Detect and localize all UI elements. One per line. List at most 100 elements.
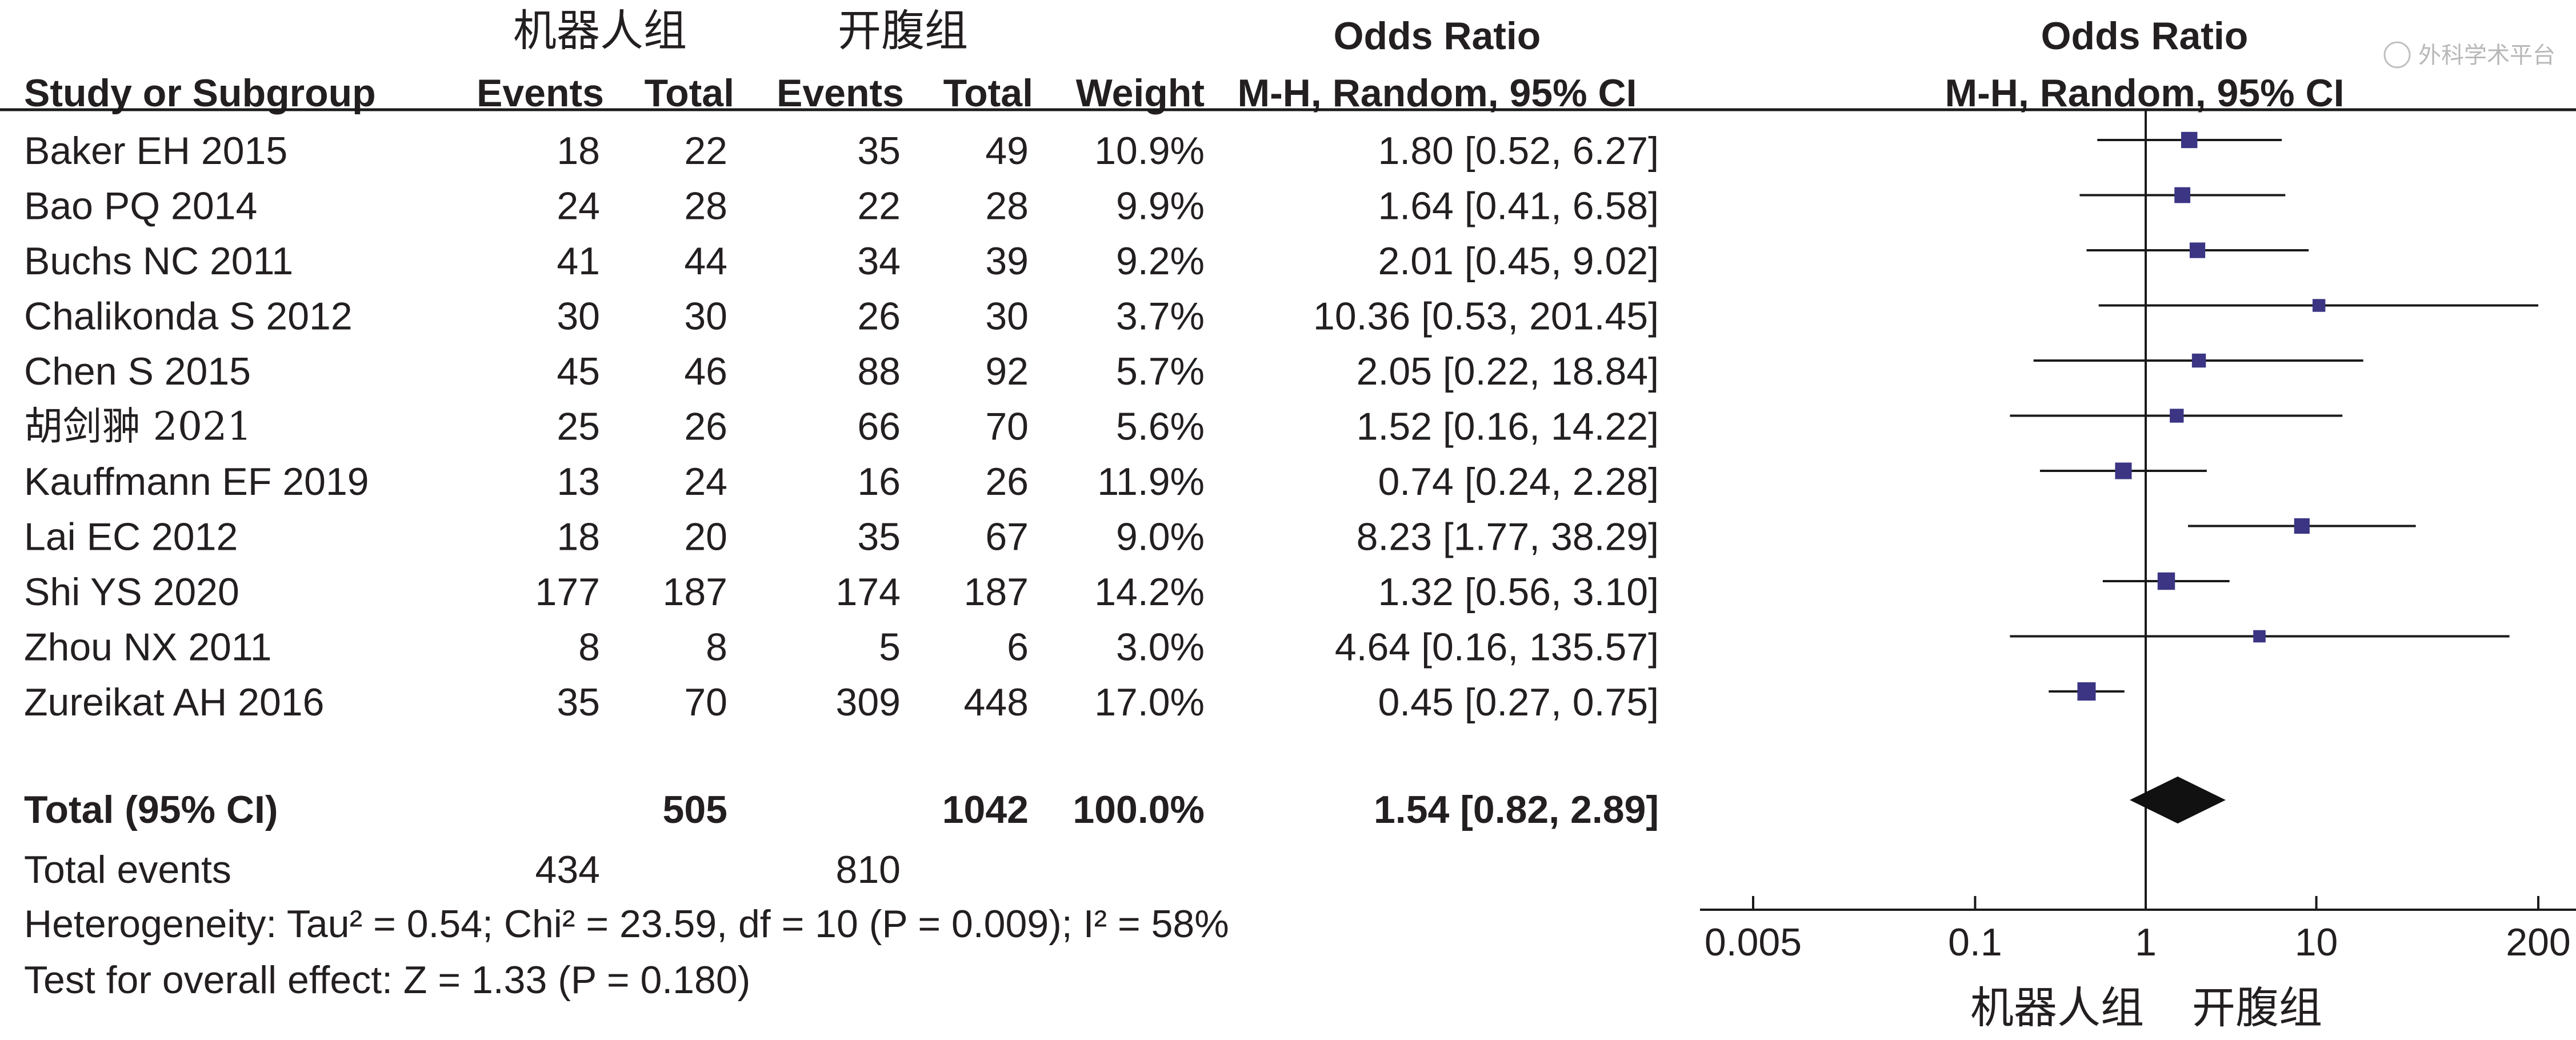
exp-events: 35 (557, 681, 600, 724)
study-point (2191, 353, 2206, 368)
exp-events-header: Events (477, 71, 604, 115)
study-point (2115, 462, 2132, 479)
x-tick-label: 10 (2295, 921, 2338, 964)
study-name: Bao PQ 2014 (24, 185, 257, 228)
ctrl-total-header: Total (943, 71, 1033, 115)
study-name: Baker EH 2015 (24, 129, 287, 173)
ctrl-total: 448 (964, 681, 1029, 724)
study-name: Zhou NX 2011 (24, 626, 271, 669)
ctrl-events: 174 (836, 570, 901, 614)
or-ci: 1.80 [0.52, 6.27] (1378, 129, 1659, 173)
study-column-header: Study or Subgroup (24, 71, 376, 115)
x-tick-label: 0.1 (1948, 921, 2002, 964)
exp-events: 177 (535, 570, 600, 614)
study-name: Chalikonda S 2012 (24, 295, 353, 338)
table-row: Chen S 2015 45 46 88 92 5.7% 2.05 [0.22, 18.84… (24, 350, 1659, 393)
study-name: Kauffmann EF 2019 (24, 460, 369, 503)
exp-total: 30 (684, 295, 727, 338)
favours-right-label: 开腹组 (2192, 982, 2322, 1033)
experimental-group-label: 机器人组 (513, 5, 687, 56)
study-rows: Baker EH 2015 18 22 35 49 10.9% 1.80 [0.52, 6.… (24, 129, 1659, 724)
pooled-diamond (2129, 776, 2226, 824)
control-group-label: 开腹组 (838, 5, 968, 56)
or-ci: 0.74 [0.24, 2.28] (1378, 460, 1659, 503)
study-point (2157, 572, 2175, 590)
ctrl-events-header: Events (777, 71, 904, 115)
ctrl-total: 70 (985, 405, 1029, 449)
study-point (2181, 131, 2198, 149)
ctrl-events: 5 (879, 626, 901, 669)
x-tick-label: 200 (2506, 921, 2570, 964)
exp-total: 20 (684, 515, 727, 559)
exp-events: 18 (557, 515, 600, 559)
exp-events: 41 (557, 239, 600, 283)
ctrl-total: 187 (964, 570, 1029, 614)
total-label: Total (95% CI) (24, 788, 278, 831)
ctrl-events: 88 (857, 350, 901, 393)
table-row: Buchs NC 2011 41 44 34 39 9.2% 2.01 [0.45, 9.0… (24, 239, 1659, 283)
study-point (2294, 518, 2310, 534)
weight: 9.2% (1116, 239, 1205, 283)
exp-events: 18 (557, 129, 600, 173)
exp-total: 22 (684, 129, 727, 173)
ctrl-total: 6 (1007, 626, 1029, 669)
plot-title: Odds Ratio (2041, 14, 2249, 58)
exp-events: 45 (557, 350, 600, 393)
ctrl-events: 22 (857, 185, 901, 228)
study-point (2253, 630, 2266, 643)
weight: 9.9% (1116, 185, 1205, 228)
or-ci: 10.36 [0.53, 201.45] (1313, 295, 1659, 338)
or-ci: 8.23 [1.77, 38.29] (1357, 515, 1659, 559)
ctrl-total: 28 (985, 185, 1029, 228)
weight: 5.7% (1116, 350, 1205, 393)
exp-total: 46 (684, 350, 727, 393)
weight: 10.9% (1094, 129, 1205, 173)
watermark-text: 外科学术平台 (2418, 42, 2555, 69)
study-name: Shi YS 2020 (24, 570, 239, 614)
table-or-title: Odds Ratio (1334, 14, 1541, 58)
ctrl-total: 30 (985, 295, 1029, 338)
exp-total: 28 (684, 185, 727, 228)
ctrl-total: 67 (985, 515, 1029, 559)
exp-events: 8 (578, 626, 600, 669)
or-ci: 4.64 [0.16, 135.57] (1335, 626, 1659, 669)
table-row: Shi YS 2020 177 187 174 187 14.2% 1.32 [0.56, … (24, 570, 1659, 614)
total-ctrl-total: 1042 (942, 788, 1029, 831)
ctrl-total: 39 (985, 239, 1029, 283)
or-ci: 2.05 [0.22, 18.84] (1357, 350, 1659, 393)
table-or-method: M-H, Random, 95% CI (1238, 71, 1637, 115)
ctrl-events: 309 (836, 681, 901, 724)
study-point (2174, 187, 2191, 203)
study-name: 胡剑翀 2021 (24, 405, 252, 450)
ctrl-events: 16 (857, 460, 901, 503)
study-name: Chen S 2015 (24, 350, 251, 393)
exp-events: 30 (557, 295, 600, 338)
exp-total: 70 (684, 681, 727, 724)
table-row: 胡剑翀 2021 25 26 66 70 5.6% 1.52 [0.16, 14.22] (24, 405, 1659, 450)
total-events-exp: 434 (535, 848, 600, 891)
watermark-logo-icon (2383, 41, 2411, 69)
exp-total: 24 (684, 460, 727, 503)
total-events-ctrl: 810 (836, 848, 901, 891)
ctrl-total: 26 (985, 460, 1029, 503)
total-exp-total: 505 (663, 788, 727, 831)
exp-total: 26 (684, 405, 727, 449)
table-row: Baker EH 2015 18 22 35 49 10.9% 1.80 [0.52, 6.… (24, 129, 1659, 173)
exp-events: 24 (557, 185, 600, 228)
study-name: Lai EC 2012 (24, 515, 238, 559)
total-weight: 100.0% (1073, 788, 1205, 831)
forest-plot: 0.005 0.1 1 10 200 (1700, 110, 2576, 964)
plot-subtitle: M-H, Random, 95% CI (1945, 71, 2345, 115)
ctrl-total: 49 (985, 129, 1029, 173)
weight: 3.7% (1116, 295, 1205, 338)
heterogeneity-text: Heterogeneity: Tau² = 0.54; Chi² = 23.59… (24, 902, 1229, 946)
x-tick-label: 0.005 (1705, 921, 1802, 964)
favours-left-label: 机器人组 (1970, 982, 2144, 1033)
table-row: Lai EC 2012 18 20 35 67 9.0% 8.23 [1.77, 38.29… (24, 515, 1659, 559)
ctrl-events: 35 (857, 515, 901, 559)
weight: 5.6% (1116, 405, 1205, 449)
or-ci: 2.01 [0.45, 9.02] (1378, 239, 1659, 283)
table-row: Zhou NX 2011 8 8 5 6 3.0% 4.64 [0.16, 135.57] (24, 626, 1659, 669)
total-or-ci: 1.54 [0.82, 2.89] (1374, 788, 1659, 831)
